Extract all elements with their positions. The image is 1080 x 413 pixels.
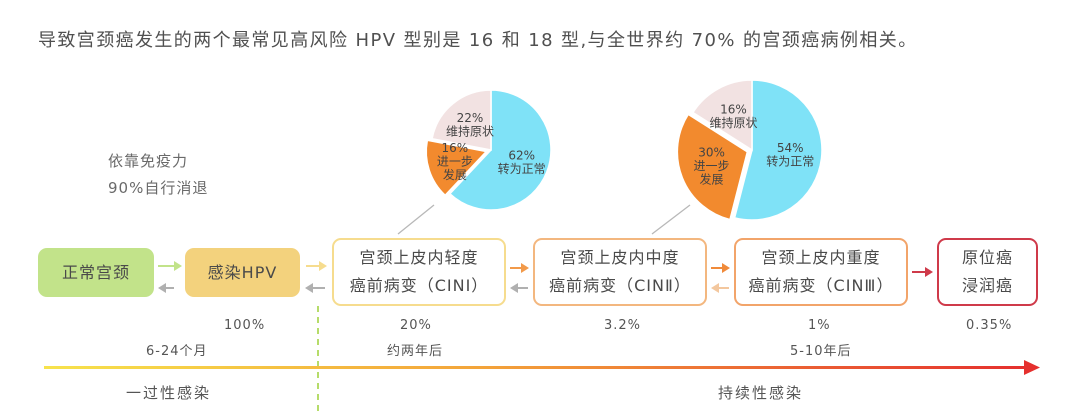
- arrow-cin3-to-cin2: [711, 283, 729, 293]
- pie-2-slice-normal: [733, 79, 823, 221]
- stage-cin1-line-1: 宫颈上皮内轻度: [359, 248, 479, 267]
- rate-cin3: 1%: [808, 318, 831, 333]
- stage-carcinoma: 原位癌 浸润癌: [937, 238, 1038, 306]
- timeline-normal-to-hpv: 6-24个月: [146, 344, 208, 359]
- rate-cin1: 20%: [400, 318, 432, 333]
- pie-2-label-progress-1: 进一步: [694, 159, 730, 173]
- stage-cin1-line-2: 癌前病变（CINⅠ）: [349, 276, 489, 295]
- phase-transient: 一过性感染: [126, 384, 212, 402]
- arrow-cin2-to-cin3: [711, 263, 730, 273]
- pie-1-slice-maintain: [431, 89, 492, 151]
- immunity-note: 依靠免疫力 90%自行消退: [108, 148, 208, 202]
- rate-cin2: 3.2%: [604, 318, 642, 333]
- pie-1-label-maintain-0: 22%: [457, 111, 484, 125]
- pie-2-label-maintain-1: 维持原状: [709, 115, 757, 130]
- pie-2-slice-progress: [676, 113, 749, 221]
- headline: 导致宫颈癌发生的两个最常见高风险 HPV 型别是 16 和 18 型,与全世界约…: [38, 30, 918, 51]
- pie-2-connector: [651, 204, 691, 235]
- stage-cin2: 宫颈上皮内中度 癌前病变（CINⅡ）: [533, 238, 707, 306]
- pie-1-label-normal-1: 转为正常: [498, 161, 546, 176]
- timeline-to-cin1: 约两年后: [387, 344, 444, 359]
- stage-carcinoma-line-1: 原位癌: [961, 248, 1013, 267]
- stage-normal-label: 正常宫颈: [61, 262, 130, 282]
- pie-1-connector: [397, 204, 435, 235]
- arrow-cin1-to-cin2: [510, 263, 529, 273]
- pie-1-slice-normal: [448, 89, 552, 211]
- stage-cin3-line-2: 癌前病变（CINⅢ）: [748, 276, 894, 295]
- pie-1-label-progress-1: 进一步: [437, 155, 473, 169]
- rate-carcinoma: 0.35%: [966, 318, 1013, 333]
- stage-cin2-line-2: 癌前病变（CINⅡ）: [549, 276, 691, 295]
- arrow-hpv-to-cin1: [306, 261, 327, 271]
- arrow-cin3-to-carcinoma: [912, 267, 933, 277]
- stage-cin3: 宫颈上皮内重度 癌前病变（CINⅢ）: [734, 238, 908, 306]
- pie-1-slice-progress: [425, 139, 488, 197]
- stage-cin1: 宫颈上皮内轻度 癌前病变（CINⅠ）: [332, 238, 506, 306]
- pie-2-label-progress-0: 30%: [698, 146, 725, 160]
- arrow-cin2-to-cin1: [510, 283, 528, 293]
- arrow-normal-to-hpv: [158, 261, 182, 271]
- immunity-note-line-2: 90%自行消退: [108, 179, 209, 197]
- arrow-cin1-to-hpv: [305, 283, 325, 293]
- arrow-hpv-to-normal: [158, 283, 174, 293]
- pie-2-label-normal-0: 54%: [777, 141, 804, 155]
- timeline-to-cin3: 5-10年后: [790, 344, 852, 359]
- stage-cin2-line-1: 宫颈上皮内中度: [560, 248, 680, 267]
- timeline-arrow: [44, 360, 1040, 375]
- pie-1-label-progress-2: 发展: [443, 167, 467, 182]
- pie-1-label-normal-0: 62%: [508, 148, 535, 162]
- phase-persistent: 持续性感染: [718, 384, 804, 402]
- stage-hpv-label: 感染HPV: [207, 262, 278, 282]
- pie-1-label-progress-0: 16%: [442, 141, 469, 155]
- pie-1-label-maintain-1: 维持原状: [446, 123, 494, 138]
- stage-normal-cervix: 正常宫颈: [38, 248, 154, 297]
- immunity-note-line-1: 依靠免疫力: [108, 152, 189, 170]
- pie-2-label-progress-2: 发展: [700, 172, 724, 187]
- rate-hpv: 100%: [224, 318, 266, 333]
- pie-2-slice-maintain: [691, 79, 753, 152]
- stage-hpv-infection: 感染HPV: [185, 248, 300, 297]
- stage-carcinoma-line-2: 浸润癌: [961, 276, 1013, 295]
- pie-2-label-maintain-0: 16%: [720, 103, 747, 117]
- pie-2-label-normal-1: 转为正常: [766, 154, 814, 169]
- stage-cin3-line-1: 宫颈上皮内重度: [761, 248, 881, 267]
